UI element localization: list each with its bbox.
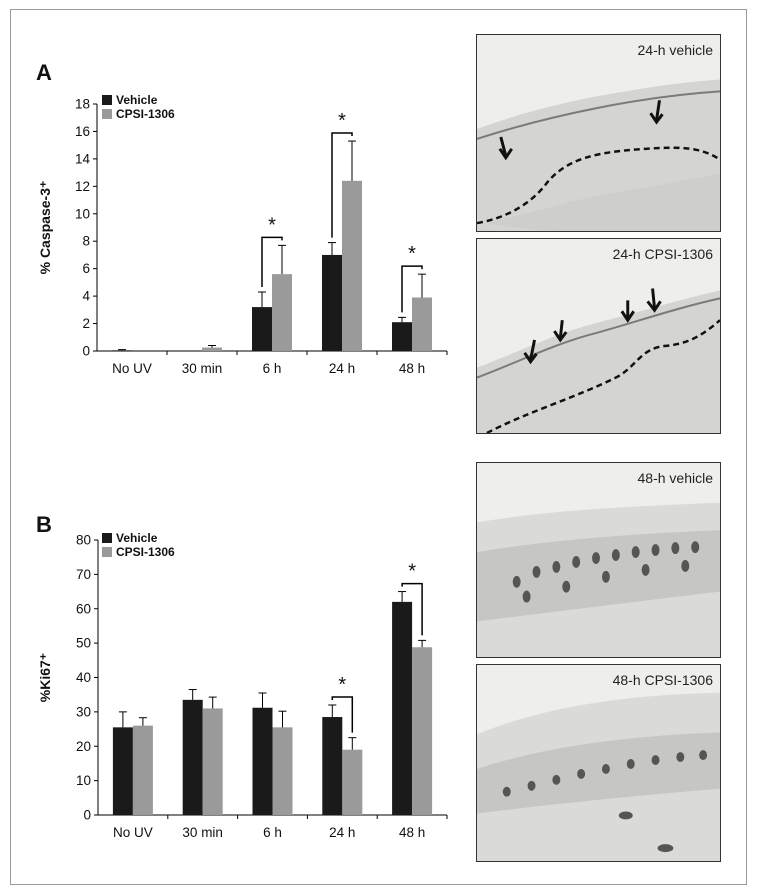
legend-label: CPSI-1306	[116, 107, 175, 121]
bar-cpsi	[202, 708, 223, 815]
micrograph-label: 24-h CPSI-1306	[612, 246, 713, 262]
bar-vehicle	[252, 707, 273, 815]
micrograph-48h-cpsi: 48-h CPSI-1306	[476, 664, 721, 862]
x-tick-label: 30 min	[182, 825, 223, 840]
bar-vehicle	[252, 307, 272, 351]
bar-cpsi	[132, 725, 153, 815]
bar-vehicle	[392, 322, 412, 351]
y-tick-label: 20	[76, 739, 91, 754]
x-tick-label: No UV	[112, 361, 152, 376]
y-tick-label: 14	[75, 151, 91, 166]
tissue-image	[477, 239, 720, 433]
bar-vehicle	[112, 350, 132, 351]
y-tick-label: 70	[76, 567, 91, 582]
y-tick-label: 80	[76, 533, 91, 548]
significance-bracket	[401, 582, 423, 636]
x-tick-label: 6 h	[263, 361, 282, 376]
legend-swatch	[102, 109, 112, 119]
y-tick-label: 0	[83, 808, 91, 823]
y-axis-label: %Ki67⁺	[37, 653, 53, 702]
significance-bracket	[261, 236, 283, 287]
y-tick-label: 2	[82, 316, 90, 331]
y-tick-label: 60	[76, 601, 91, 616]
legend-label: CPSI-1306	[116, 545, 175, 559]
legend-swatch	[102, 547, 112, 557]
y-tick-label: 12	[75, 179, 90, 194]
caspase-chart: 0 2 4 6 8 10 12 14 16 18 % Caspase-3⁺ No UV 30 min 6 …	[37, 93, 448, 376]
y-tick-label: 6	[82, 261, 90, 276]
y-tick-label: 50	[76, 636, 91, 651]
bar-cpsi	[412, 297, 432, 351]
significance-star: *	[338, 674, 346, 696]
tissue-image	[477, 665, 720, 861]
micrograph-label: 48-h CPSI-1306	[612, 672, 713, 688]
x-tick-label: 6 h	[263, 825, 282, 840]
y-tick-label: 4	[82, 289, 90, 304]
significance-star: *	[408, 243, 416, 265]
y-tick-label: 10	[76, 773, 91, 788]
y-tick-label: 16	[75, 124, 90, 139]
y-tick-label: 8	[82, 234, 90, 249]
bar-cpsi	[342, 180, 362, 351]
legend-label: Vehicle	[116, 531, 158, 545]
tissue-image	[477, 463, 720, 657]
tissue-image	[477, 35, 720, 231]
micrograph-24h-vehicle: 24-h vehicle	[476, 34, 721, 232]
x-tick-label: 30 min	[182, 361, 223, 376]
panel-b-letter: B	[36, 512, 52, 537]
bar-cpsi	[342, 749, 363, 815]
bar-cpsi	[272, 274, 292, 351]
y-tick-label: 0	[82, 344, 90, 359]
y-tick-label: 10	[75, 206, 90, 221]
ki67-chart: 0 10 20 30 40 50 60 70 80 %Ki67⁺ No UV 30 min 6 h 24 …	[37, 531, 448, 840]
bar-cpsi	[272, 727, 293, 815]
bar-cpsi	[412, 647, 433, 815]
legend-swatch	[102, 533, 112, 543]
y-axis-label: % Caspase-3⁺	[37, 181, 53, 275]
significance-star: *	[268, 214, 276, 236]
micrograph-label: 24-h vehicle	[637, 42, 714, 58]
x-tick-label: 24 h	[329, 361, 355, 376]
y-tick-label: 40	[76, 670, 91, 685]
x-tick-label: 48 h	[399, 361, 425, 376]
legend-label: Vehicle	[116, 93, 158, 107]
significance-star: *	[408, 561, 416, 583]
bar-vehicle	[322, 254, 342, 351]
legend-swatch	[102, 95, 112, 105]
significance-bracket	[401, 265, 423, 313]
x-tick-label: 48 h	[399, 825, 425, 840]
y-tick-label: 30	[76, 704, 91, 719]
micrograph-48h-vehicle: 48-h vehicle	[476, 462, 721, 658]
significance-bracket	[331, 132, 353, 238]
bar-vehicle	[322, 717, 343, 815]
bar-vehicle	[112, 727, 133, 815]
x-tick-label: No UV	[113, 825, 153, 840]
micrograph-label: 48-h vehicle	[637, 470, 714, 486]
x-tick-label: 24 h	[329, 825, 355, 840]
micrograph-24h-cpsi: 24-h CPSI-1306	[476, 238, 721, 434]
bar-vehicle	[182, 699, 203, 815]
significance-bracket	[331, 696, 354, 733]
panel-a-letter: A	[36, 60, 52, 85]
bar-vehicle	[392, 601, 413, 815]
bar-cpsi	[202, 347, 222, 351]
y-tick-label: 18	[75, 97, 90, 112]
significance-star: *	[338, 110, 346, 132]
